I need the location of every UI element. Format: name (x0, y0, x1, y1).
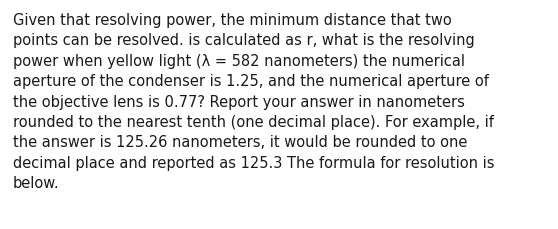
Text: Given that resolving power, the minimum distance that two
points can be resolved: Given that resolving power, the minimum … (13, 13, 494, 190)
